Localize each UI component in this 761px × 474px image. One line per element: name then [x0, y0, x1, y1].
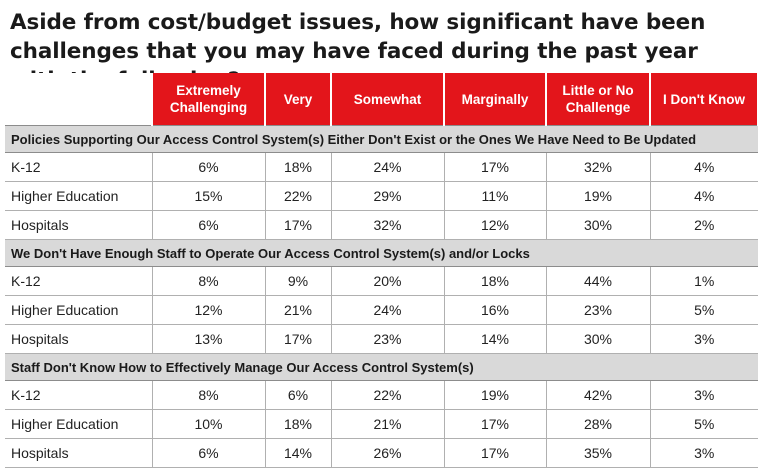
value-cell: 21% — [331, 409, 445, 439]
value-cell: 17% — [444, 409, 547, 439]
table-row: Higher Education 10% 18% 21% 17% 28% 5% — [5, 409, 758, 439]
value-cell: 18% — [265, 152, 332, 182]
column-header-marginally: Marginally — [443, 73, 547, 126]
value-cell: 23% — [546, 295, 651, 325]
section-heading-row: Policies Supporting Our Access Control S… — [5, 125, 758, 153]
value-cell: 4% — [650, 152, 758, 182]
value-cell: 6% — [152, 438, 266, 468]
value-cell: 10% — [152, 409, 266, 439]
header-corner-cell — [5, 73, 152, 126]
value-cell: 32% — [546, 152, 651, 182]
value-cell: 30% — [546, 210, 651, 240]
value-cell: 3% — [650, 380, 758, 410]
value-cell: 4% — [650, 181, 758, 211]
value-cell: 30% — [546, 324, 651, 354]
value-cell: 26% — [331, 438, 445, 468]
value-cell: 20% — [331, 266, 445, 296]
table-row: K-12 8% 9% 20% 18% 44% 1% — [5, 266, 758, 296]
table-row: Hospitals 6% 17% 32% 12% 30% 2% — [5, 210, 758, 240]
section-heading-row: Staff Don't Know How to Effectively Mana… — [5, 353, 758, 381]
value-cell: 35% — [546, 438, 651, 468]
value-cell: 5% — [650, 295, 758, 325]
section-heading-row: We Don't Have Enough Staff to Operate Ou… — [5, 239, 758, 267]
table-row: K-12 8% 6% 22% 19% 42% 3% — [5, 380, 758, 410]
value-cell: 5% — [650, 409, 758, 439]
row-label: Hospitals — [5, 324, 153, 354]
value-cell: 23% — [331, 324, 445, 354]
value-cell: 12% — [152, 295, 266, 325]
value-cell: 17% — [444, 438, 547, 468]
row-label: K-12 — [5, 380, 153, 410]
value-cell: 44% — [546, 266, 651, 296]
value-cell: 24% — [331, 152, 445, 182]
value-cell: 13% — [152, 324, 266, 354]
value-cell: 9% — [265, 266, 332, 296]
section-heading: Staff Don't Know How to Effectively Mana… — [5, 353, 758, 381]
value-cell: 17% — [444, 152, 547, 182]
value-cell: 15% — [152, 181, 266, 211]
value-cell: 8% — [152, 380, 266, 410]
value-cell: 42% — [546, 380, 651, 410]
value-cell: 11% — [444, 181, 547, 211]
value-cell: 24% — [331, 295, 445, 325]
value-cell: 6% — [152, 152, 266, 182]
value-cell: 1% — [650, 266, 758, 296]
row-label: K-12 — [5, 152, 153, 182]
value-cell: 14% — [444, 324, 547, 354]
table-header-row: Extremely Challenging Very Somewhat Marg… — [5, 73, 759, 126]
value-cell: 8% — [152, 266, 266, 296]
value-cell: 6% — [152, 210, 266, 240]
section-heading: Policies Supporting Our Access Control S… — [5, 125, 758, 153]
row-label: Higher Education — [5, 295, 153, 325]
column-header-i-dont-know: I Don't Know — [649, 73, 759, 126]
value-cell: 3% — [650, 438, 758, 468]
table-row: Higher Education 15% 22% 29% 11% 19% 4% — [5, 181, 758, 211]
column-header-very: Very — [264, 73, 332, 126]
value-cell: 2% — [650, 210, 758, 240]
value-cell: 17% — [265, 324, 332, 354]
table-row: Higher Education 12% 21% 24% 16% 23% 5% — [5, 295, 758, 325]
value-cell: 19% — [546, 181, 651, 211]
column-header-little-or-no-challenge: Little or No Challenge — [545, 73, 651, 126]
value-cell: 21% — [265, 295, 332, 325]
column-header-somewhat: Somewhat — [330, 73, 445, 126]
row-label: K-12 — [5, 266, 153, 296]
value-cell: 18% — [265, 409, 332, 439]
value-cell: 3% — [650, 324, 758, 354]
survey-question-title: Aside from cost/budget issues, how signi… — [10, 10, 706, 93]
row-label: Higher Education — [5, 181, 153, 211]
table-row: Hospitals 6% 14% 26% 17% 35% 3% — [5, 438, 758, 468]
value-cell: 17% — [265, 210, 332, 240]
value-cell: 22% — [331, 380, 445, 410]
value-cell: 28% — [546, 409, 651, 439]
value-cell: 14% — [265, 438, 332, 468]
section-heading: We Don't Have Enough Staff to Operate Ou… — [5, 239, 758, 267]
value-cell: 22% — [265, 181, 332, 211]
row-label: Hospitals — [5, 210, 153, 240]
value-cell: 6% — [265, 380, 332, 410]
value-cell: 29% — [331, 181, 445, 211]
value-cell: 16% — [444, 295, 547, 325]
value-cell: 12% — [444, 210, 547, 240]
value-cell: 19% — [444, 380, 547, 410]
table-row: Hospitals 13% 17% 23% 14% 30% 3% — [5, 324, 758, 354]
value-cell: 18% — [444, 266, 547, 296]
row-label: Hospitals — [5, 438, 153, 468]
survey-results-table: Extremely Challenging Very Somewhat Marg… — [5, 73, 759, 468]
value-cell: 32% — [331, 210, 445, 240]
row-label: Higher Education — [5, 409, 153, 439]
column-header-extremely-challenging: Extremely Challenging — [151, 73, 266, 126]
table-row: K-12 6% 18% 24% 17% 32% 4% — [5, 152, 758, 182]
